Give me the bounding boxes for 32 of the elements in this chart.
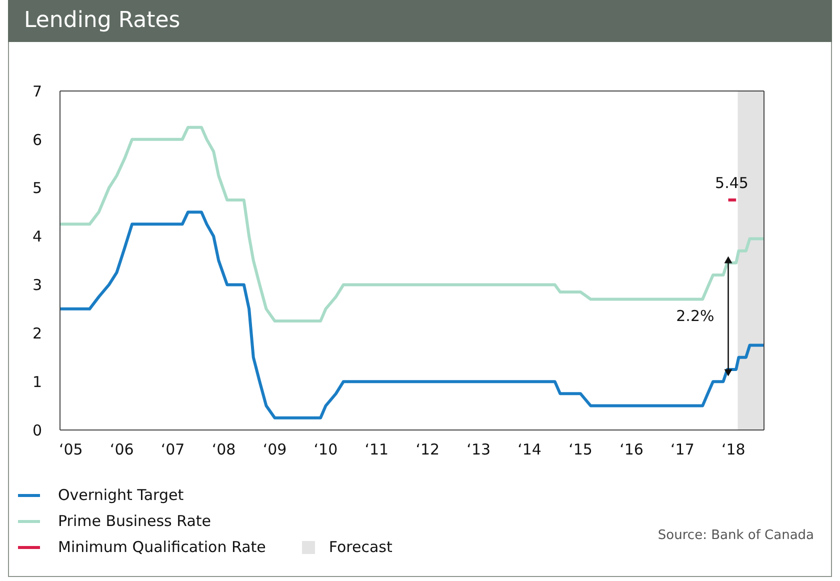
x-tick-label: ‘17	[670, 440, 694, 459]
y-tick-label: 5	[32, 179, 42, 198]
source-note: Source: Bank of Canada	[658, 528, 814, 543]
y-tick-label: 1	[32, 372, 42, 391]
y-tick-label: 7	[32, 82, 42, 100]
line-series	[60, 126, 764, 323]
annotation: 2.2%	[676, 307, 714, 326]
chart-title: Lending Rates	[8, 0, 832, 42]
y-tick-label: 3	[32, 276, 42, 294]
x-tick-label: ‘15	[568, 440, 592, 459]
legend-label: Forecast	[328, 538, 392, 556]
line-series	[60, 210, 764, 420]
x-tick-label: ‘11	[364, 440, 389, 459]
y-tick-label: 0	[32, 421, 42, 440]
x-tick-label: ‘13	[466, 440, 491, 459]
x-tick-label: ‘18	[721, 440, 746, 459]
legend-label: Overnight Target	[58, 486, 184, 504]
y-tick-label: 6	[32, 130, 42, 149]
x-tick-label: ‘06	[110, 440, 134, 459]
y-tick-label: 2	[32, 324, 42, 342]
x-tick-label: ‘09	[262, 440, 287, 459]
x-tick-label: ‘05	[58, 440, 83, 459]
x-tick-label: ‘16	[620, 440, 644, 459]
legend-label: Prime Business Rate	[58, 512, 212, 530]
y-tick-label: 4	[32, 228, 42, 246]
x-tick-label: ‘08	[212, 440, 236, 459]
annotation: 5.45	[715, 174, 748, 192]
x-tick-label: ‘07	[160, 440, 185, 459]
x-tick-label: ‘10	[314, 440, 338, 459]
x-tick-label: ‘12	[416, 440, 440, 459]
x-tick-label: ‘14	[518, 440, 542, 459]
legend-label: Minimum Qualification Rate	[58, 538, 266, 556]
